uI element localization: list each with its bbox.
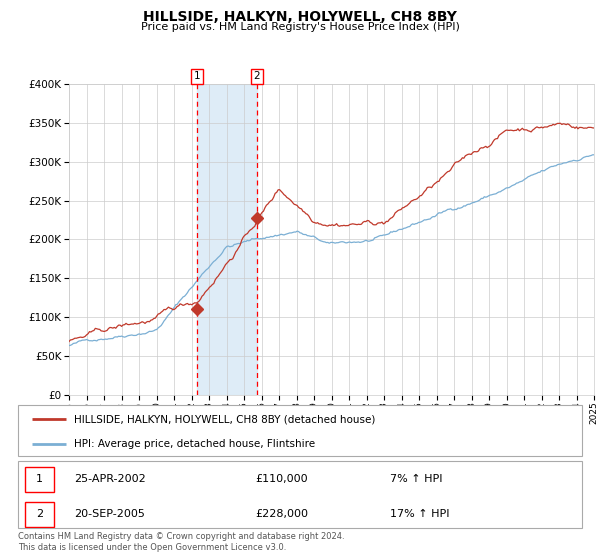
- FancyBboxPatch shape: [18, 461, 582, 528]
- FancyBboxPatch shape: [18, 405, 582, 456]
- Text: HILLSIDE, HALKYN, HOLYWELL, CH8 8BY: HILLSIDE, HALKYN, HOLYWELL, CH8 8BY: [143, 10, 457, 24]
- Bar: [197, 84, 257, 395]
- Text: This data is licensed under the Open Government Licence v3.0.: This data is licensed under the Open Gov…: [18, 543, 286, 552]
- Text: 1: 1: [194, 71, 200, 81]
- Text: 2: 2: [253, 71, 260, 81]
- Text: £110,000: £110,000: [255, 474, 308, 484]
- FancyBboxPatch shape: [25, 466, 54, 492]
- Text: Price paid vs. HM Land Registry's House Price Index (HPI): Price paid vs. HM Land Registry's House …: [140, 22, 460, 32]
- Text: 1: 1: [36, 474, 43, 484]
- Text: 25-APR-2002: 25-APR-2002: [74, 474, 146, 484]
- Text: 7% ↑ HPI: 7% ↑ HPI: [390, 474, 443, 484]
- Text: 17% ↑ HPI: 17% ↑ HPI: [390, 509, 450, 519]
- Text: HILLSIDE, HALKYN, HOLYWELL, CH8 8BY (detached house): HILLSIDE, HALKYN, HOLYWELL, CH8 8BY (det…: [74, 414, 376, 424]
- FancyBboxPatch shape: [25, 502, 54, 527]
- Text: HPI: Average price, detached house, Flintshire: HPI: Average price, detached house, Flin…: [74, 439, 316, 449]
- Text: 20-SEP-2005: 20-SEP-2005: [74, 509, 145, 519]
- Text: £228,000: £228,000: [255, 509, 308, 519]
- Text: 2: 2: [36, 509, 43, 519]
- Text: Contains HM Land Registry data © Crown copyright and database right 2024.: Contains HM Land Registry data © Crown c…: [18, 532, 344, 541]
